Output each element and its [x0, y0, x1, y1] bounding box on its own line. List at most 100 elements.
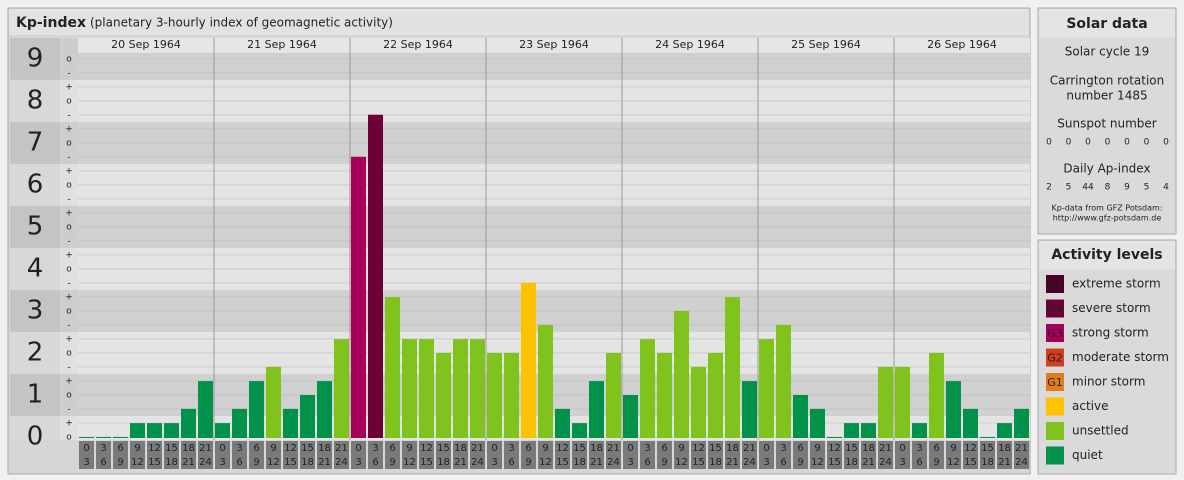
hour-label: 9: [542, 443, 548, 454]
hour-box: [402, 441, 417, 469]
bar: [249, 381, 264, 438]
hour-label: 12: [811, 457, 824, 468]
minor-label: +: [65, 376, 73, 386]
level-label: active: [1072, 399, 1108, 413]
hour-label: 0: [491, 443, 497, 454]
hour-box: [147, 441, 162, 469]
hour-label: 21: [454, 457, 467, 468]
y-tick-label: 6: [27, 169, 44, 199]
hour-box: [419, 441, 434, 469]
bar: [79, 437, 94, 438]
y-tick-label: 9: [27, 43, 44, 73]
minor-label: -: [67, 236, 70, 246]
hour-label: 21: [743, 443, 756, 454]
hour-label: 12: [692, 443, 705, 454]
hour-label: 3: [899, 457, 905, 468]
bar: [793, 394, 808, 438]
bar: [589, 381, 604, 438]
hour-label: 3: [916, 443, 922, 454]
band: [60, 247, 78, 290]
hour-label: 18: [182, 443, 195, 454]
band: [60, 331, 78, 374]
hour-label: 21: [726, 457, 739, 468]
y-tick-label: 4: [27, 253, 44, 283]
levels-header: [1039, 241, 1175, 269]
date-label: 24 Sep 1964: [655, 38, 725, 51]
hour-label: 3: [627, 457, 633, 468]
hour-label: 6: [780, 457, 786, 468]
minor-label: +: [65, 166, 73, 176]
bar: [912, 423, 927, 438]
bar: [844, 423, 859, 438]
hour-label: 15: [981, 443, 994, 454]
bar: [300, 394, 315, 438]
hour-label: 18: [590, 443, 603, 454]
hour-label: 9: [117, 457, 123, 468]
hour-label: 6: [797, 443, 803, 454]
hour-label: 15: [284, 457, 297, 468]
hour-box: [130, 441, 145, 469]
minor-label: -: [67, 194, 70, 204]
hour-label: 21: [998, 457, 1011, 468]
hour-box: [334, 441, 349, 469]
date-label: 23 Sep 1964: [519, 38, 589, 51]
minor-label: -: [67, 320, 70, 330]
hour-box: [96, 441, 111, 469]
bar: [555, 408, 570, 438]
band: [10, 373, 60, 416]
hour-box: [215, 441, 230, 469]
bar: [708, 352, 723, 438]
hour-label: 12: [828, 443, 841, 454]
bar: [487, 352, 502, 438]
bar: [742, 381, 757, 438]
ap-value: 9: [1124, 183, 1130, 193]
hour-label: 21: [590, 457, 603, 468]
sunspot-value: 0: [1105, 138, 1111, 148]
band: [78, 53, 1030, 80]
bar: [368, 114, 383, 438]
hour-label: 21: [335, 443, 348, 454]
hour-box: [708, 441, 723, 469]
bar: [402, 339, 417, 438]
level-badge: G1: [1047, 376, 1063, 389]
hour-box: [385, 441, 400, 469]
bar: [232, 408, 247, 438]
bar: [317, 381, 332, 438]
hour-label: 3: [355, 457, 361, 468]
minor-label: o: [66, 180, 72, 190]
band: [10, 289, 60, 332]
minor-label: o: [66, 264, 72, 274]
hour-box: [79, 441, 94, 469]
bar: [436, 352, 451, 438]
level-label: strong storm: [1072, 326, 1149, 340]
hour-label: 12: [947, 457, 960, 468]
y-tick-label: 7: [27, 127, 44, 157]
hour-box: [453, 441, 468, 469]
y-tick-label: 8: [27, 85, 44, 115]
hour-label: 15: [964, 457, 977, 468]
date-header-bg: [894, 38, 1030, 52]
hour-label: 9: [270, 443, 276, 454]
hour-label: 15: [420, 457, 433, 468]
bar: [657, 352, 672, 438]
minor-label: o: [66, 348, 72, 358]
bar: [963, 408, 978, 438]
bar: [980, 437, 995, 438]
date-header-bg: [486, 38, 622, 52]
hour-label: 24: [1015, 457, 1028, 468]
hour-label: 6: [933, 443, 939, 454]
band: [60, 205, 78, 248]
hour-label: 18: [998, 443, 1011, 454]
hour-label: 18: [862, 443, 875, 454]
bar: [164, 423, 179, 438]
minor-label: +: [65, 82, 73, 92]
hour-box: [623, 441, 638, 469]
hour-label: 24: [743, 457, 756, 468]
date-label: 20 Sep 1964: [111, 38, 181, 51]
hour-box: [283, 441, 298, 469]
hour-box: [317, 441, 332, 469]
level-swatch: [1046, 275, 1064, 293]
hour-label: 6: [236, 457, 242, 468]
level-swatch: [1046, 397, 1064, 416]
bar: [521, 282, 536, 438]
